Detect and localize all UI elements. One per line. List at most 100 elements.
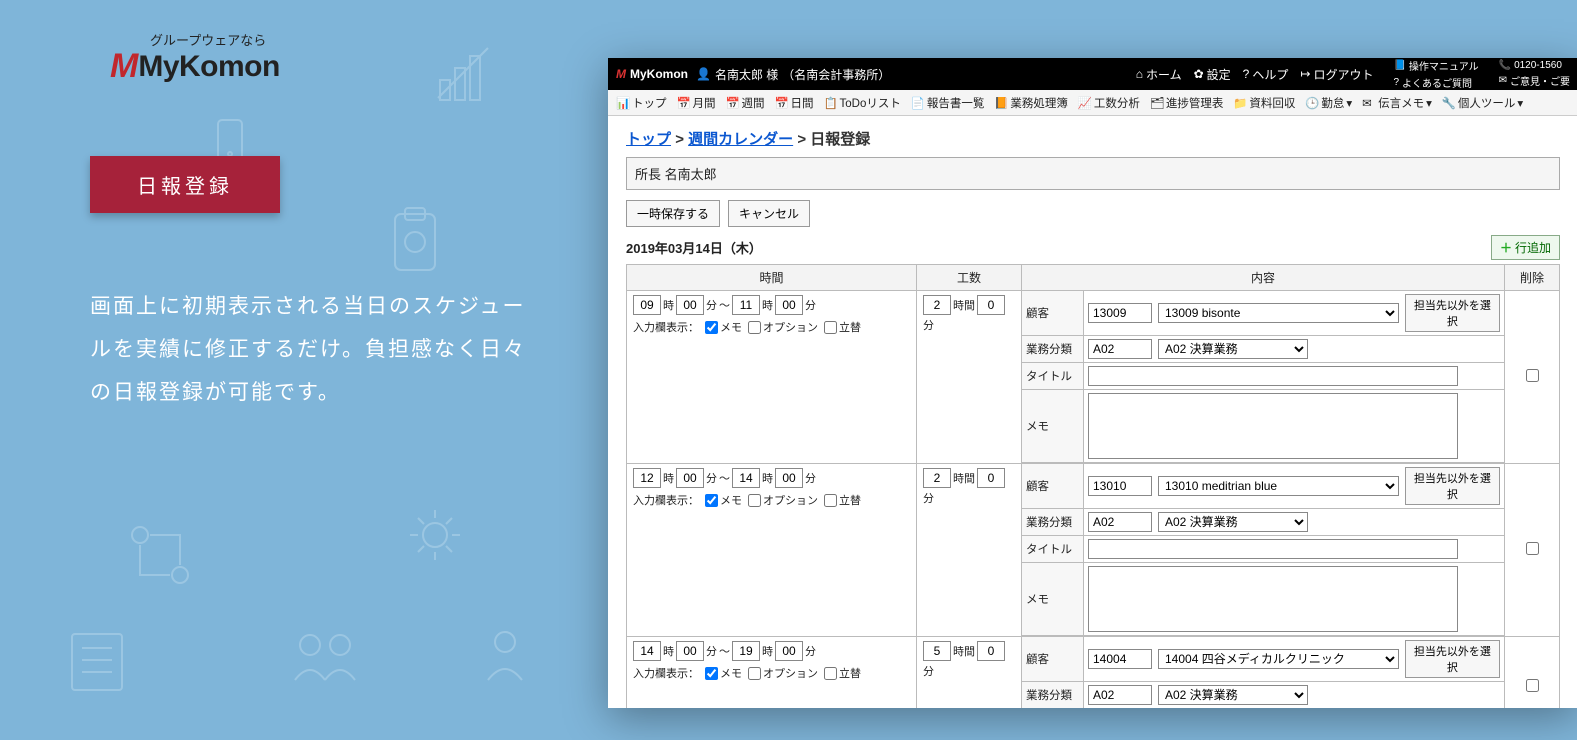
start-min-input[interactable] [676,641,704,661]
current-user: 👤 名南太郎 様 （名南会計事務所） [696,66,890,83]
tab-kojin[interactable]: 🔧個人ツール▾ [1438,93,1527,113]
customer-code-input[interactable] [1088,476,1152,496]
memo-checkbox[interactable]: メモ [705,492,742,508]
th-content: 内容 [1022,265,1505,291]
owner-name-bar: 所長 名南太郎 [626,157,1560,190]
customer-select[interactable]: 14004 四谷メディカルクリニック [1158,649,1399,669]
book-icon: 📙 [994,96,1008,110]
duration-min-input[interactable] [977,641,1005,661]
option-checkbox[interactable]: オプション [748,319,818,335]
tab-kintai[interactable]: 🕒勤怠▾ [1301,93,1356,113]
end-min-input[interactable] [775,468,803,488]
other-assignee-button[interactable]: 担当先以外を選択 [1405,467,1500,505]
start-hour-input[interactable] [633,295,661,315]
tab-gyomu[interactable]: 📙業務処理簿 [990,93,1072,113]
start-min-input[interactable] [676,295,704,315]
chevron-down-icon: ▾ [1426,96,1432,110]
tatekae-checkbox[interactable]: 立替 [824,319,861,335]
delete-row-checkbox[interactable] [1526,369,1539,382]
tab-kosu[interactable]: 📈工数分析 [1074,93,1144,113]
app-header: M MyKomon 👤 名南太郎 様 （名南会計事務所） ⌂ホーム ✿設定 ?ヘ… [608,58,1577,90]
customer-select[interactable]: 13009 bisonte [1158,303,1399,323]
chevron-down-icon: ▾ [1346,96,1352,110]
category-select[interactable]: A02 決算業務 [1158,512,1308,532]
start-hour-input[interactable] [633,468,661,488]
memo-label: メモ [1022,390,1084,463]
mail-icon: ✉ [1362,96,1376,110]
tab-day[interactable]: 📅日間 [771,93,818,113]
other-assignee-button[interactable]: 担当先以外を選択 [1405,294,1500,332]
category-code-input[interactable] [1088,685,1152,705]
end-hour-input[interactable] [732,641,760,661]
tab-todo[interactable]: 📋ToDoリスト [820,93,905,113]
delete-row-checkbox[interactable] [1526,542,1539,555]
memo-textarea[interactable] [1088,393,1458,459]
tab-top[interactable]: 📊トップ [612,93,671,113]
customer-code-input[interactable] [1088,303,1152,323]
category-code-input[interactable] [1088,512,1152,532]
clock-icon: 🕒 [1305,96,1319,110]
crumb-top[interactable]: トップ [626,131,671,148]
option-checkbox[interactable]: オプション [748,492,818,508]
option-checkbox[interactable]: オプション [748,665,818,681]
link-manual[interactable]: 📘 操作マニュアル [1393,58,1478,73]
duration-min-input[interactable] [977,468,1005,488]
memo-checkbox[interactable]: メモ [705,319,742,335]
end-hour-input[interactable] [732,295,760,315]
cancel-button[interactable]: キャンセル [728,200,810,227]
category-select[interactable]: A02 決算業務 [1158,685,1308,705]
tab-report[interactable]: 📄報告書一覧 [907,93,989,113]
tab-progress[interactable]: 🗂進捗管理表 [1146,93,1228,113]
memo-textarea[interactable] [1088,566,1458,632]
start-min-input[interactable] [676,468,704,488]
link-tel[interactable]: 📞 0120-1560 [1499,60,1570,71]
tab-week[interactable]: 📅週間 [722,93,769,113]
add-row-button[interactable]: ＋行追加 [1491,235,1560,260]
temp-save-button[interactable]: 一時保存する [626,200,720,227]
list-icon: 📋 [824,96,838,110]
tool-icon: 🔧 [1442,96,1456,110]
display-options-label: 入力欄表示： [633,665,699,681]
main-tabbar: 📊トップ 📅月間 📅週間 📅日間 📋ToDoリスト 📄報告書一覧 📙業務処理簿 … [608,90,1577,116]
title-input[interactable] [1088,539,1458,559]
crumb-current: 日報登録 [810,131,870,148]
customer-code-input[interactable] [1088,649,1152,669]
title-input[interactable] [1088,366,1458,386]
memo-checkbox[interactable]: メモ [705,665,742,681]
table-row: 時 分 ～ 時 分 入力欄表示： メモ オプション 立替 時間 分 顧客 [627,291,1560,464]
duration-min-input[interactable] [977,295,1005,315]
chevron-down-icon: ▾ [1517,96,1523,110]
delete-row-checkbox[interactable] [1526,679,1539,692]
customer-label: 顧客 [1022,637,1084,682]
link-faq[interactable]: ? よくあるご質問 [1393,75,1478,90]
nav-settings[interactable]: ✿設定 [1194,66,1231,83]
customer-select[interactable]: 13010 meditrian blue [1158,476,1399,496]
duration-hour-input[interactable] [923,468,951,488]
category-select[interactable]: A02 決算業務 [1158,339,1308,359]
start-hour-input[interactable] [633,641,661,661]
link-feedback[interactable]: ✉ ご意見・ご要 [1499,73,1570,88]
tatekae-checkbox[interactable]: 立替 [824,665,861,681]
end-min-input[interactable] [775,641,803,661]
report-table: 時間 工数 内容 削除 時 分 ～ 時 分 入力欄表示： メモ オプション 立替 [626,264,1560,708]
tatekae-checkbox[interactable]: 立替 [824,492,861,508]
end-hour-input[interactable] [732,468,760,488]
other-assignee-button[interactable]: 担当先以外を選択 [1405,640,1500,678]
report-icon: 📄 [911,96,925,110]
tab-dengon[interactable]: ✉伝言メモ▾ [1358,93,1436,113]
th-kosu: 工数 [917,265,1022,291]
tab-collect[interactable]: 📁資料回収 [1229,93,1299,113]
app-brand: M MyKomon [616,67,688,81]
category-label: 業務分類 [1022,336,1084,363]
nav-help[interactable]: ?ヘルプ [1243,66,1289,83]
crumb-weekly[interactable]: 週間カレンダー [688,131,793,148]
tab-month[interactable]: 📅月間 [673,93,720,113]
category-code-input[interactable] [1088,339,1152,359]
folder-icon: 📁 [1233,96,1247,110]
duration-hour-input[interactable] [923,295,951,315]
nav-logout[interactable]: ↦ログアウト [1300,66,1373,83]
duration-hour-input[interactable] [923,641,951,661]
nav-home[interactable]: ⌂ホーム [1136,66,1182,83]
end-min-input[interactable] [775,295,803,315]
user-name: 名南太郎 様 [715,66,778,83]
